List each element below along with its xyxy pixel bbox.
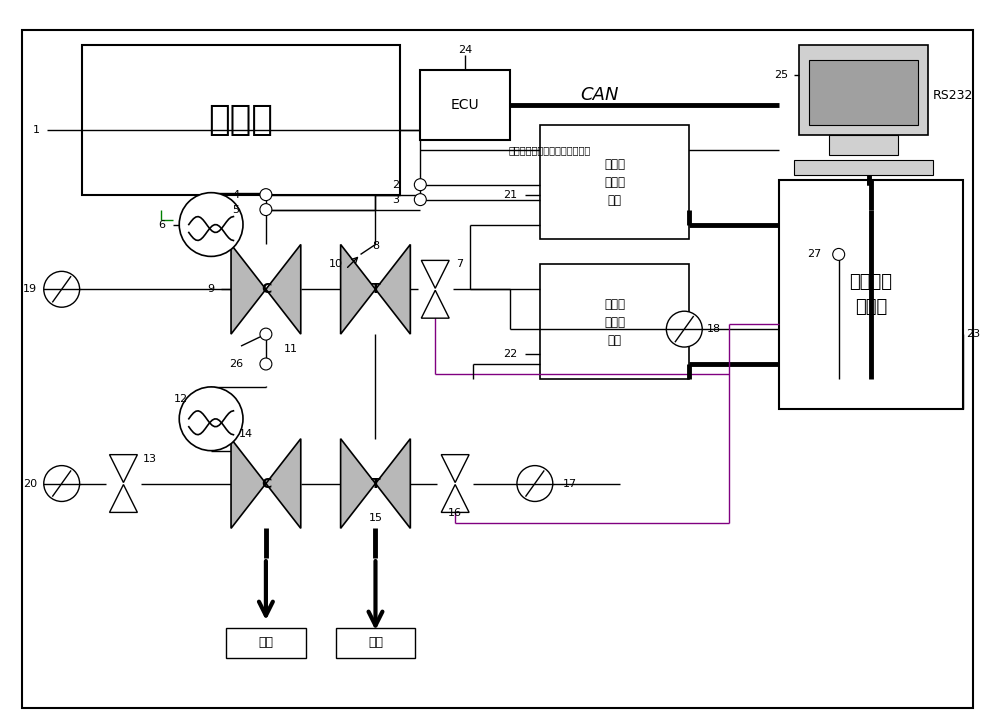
Polygon shape: [266, 439, 301, 529]
Text: 22: 22: [503, 349, 517, 359]
Polygon shape: [421, 261, 449, 288]
Circle shape: [414, 193, 426, 206]
Text: 18: 18: [707, 324, 721, 334]
Text: 4: 4: [232, 190, 240, 200]
Circle shape: [260, 189, 272, 201]
Text: 8: 8: [372, 241, 379, 251]
FancyBboxPatch shape: [540, 125, 689, 240]
FancyBboxPatch shape: [799, 45, 928, 135]
FancyBboxPatch shape: [22, 30, 973, 707]
Circle shape: [414, 179, 426, 190]
Text: 9: 9: [208, 285, 215, 294]
FancyBboxPatch shape: [794, 160, 933, 174]
Text: 14: 14: [239, 429, 253, 439]
Text: ECU: ECU: [451, 98, 479, 112]
Circle shape: [517, 466, 553, 502]
FancyBboxPatch shape: [540, 264, 689, 379]
Text: 温度传
感器采
集卡: 温度传 感器采 集卡: [604, 158, 625, 207]
Polygon shape: [441, 484, 469, 513]
Text: 压力传
感器采
集卡: 压力传 感器采 集卡: [604, 298, 625, 347]
Circle shape: [179, 193, 243, 256]
Text: 2: 2: [392, 180, 399, 190]
Polygon shape: [266, 245, 301, 334]
Text: 17: 17: [563, 479, 577, 489]
Text: 15: 15: [368, 513, 382, 523]
Polygon shape: [231, 439, 266, 529]
Polygon shape: [110, 455, 137, 482]
Text: T: T: [371, 282, 380, 296]
Circle shape: [179, 387, 243, 450]
Text: 24: 24: [458, 45, 472, 55]
Circle shape: [44, 466, 80, 502]
Circle shape: [260, 358, 272, 370]
Text: 25: 25: [774, 70, 788, 80]
Text: 排气: 排气: [368, 636, 383, 649]
Text: 发动机: 发动机: [209, 103, 273, 137]
Text: 进气: 进气: [258, 636, 273, 649]
Polygon shape: [110, 484, 137, 513]
Text: 7: 7: [457, 259, 464, 269]
Text: 12: 12: [174, 394, 188, 404]
Polygon shape: [375, 245, 410, 334]
Text: 5: 5: [233, 205, 240, 214]
Text: 16: 16: [448, 508, 462, 518]
Text: 23: 23: [966, 329, 980, 339]
Text: 发动机转速信号和油门开度信号: 发动机转速信号和油门开度信号: [509, 145, 591, 155]
Text: RS232: RS232: [933, 88, 973, 101]
Polygon shape: [231, 245, 266, 334]
Polygon shape: [341, 245, 375, 334]
Polygon shape: [341, 439, 375, 529]
Text: 19: 19: [23, 285, 37, 294]
Circle shape: [666, 311, 702, 347]
Text: 10: 10: [329, 259, 343, 269]
FancyBboxPatch shape: [779, 180, 963, 409]
Text: CAN: CAN: [580, 86, 619, 104]
FancyBboxPatch shape: [829, 135, 898, 155]
Text: 21: 21: [503, 190, 517, 200]
FancyBboxPatch shape: [809, 60, 918, 125]
Text: 1: 1: [33, 125, 40, 135]
Text: 20: 20: [23, 479, 37, 489]
Circle shape: [44, 272, 80, 307]
Text: 3: 3: [392, 195, 399, 205]
FancyBboxPatch shape: [82, 45, 400, 195]
Polygon shape: [441, 455, 469, 482]
FancyBboxPatch shape: [226, 628, 306, 658]
Circle shape: [260, 328, 272, 340]
FancyBboxPatch shape: [420, 70, 510, 140]
Text: C: C: [261, 282, 271, 296]
Text: 27: 27: [807, 249, 821, 259]
Polygon shape: [421, 290, 449, 318]
Text: T: T: [371, 476, 380, 491]
Text: 11: 11: [284, 344, 298, 354]
Polygon shape: [375, 439, 410, 529]
Text: 6: 6: [158, 219, 165, 230]
Circle shape: [260, 203, 272, 216]
Text: 增压器控
制单元: 增压器控 制单元: [850, 273, 893, 316]
Circle shape: [833, 248, 845, 261]
Text: C: C: [261, 476, 271, 491]
FancyBboxPatch shape: [336, 628, 415, 658]
Text: 26: 26: [229, 359, 243, 369]
Text: 13: 13: [142, 454, 156, 463]
